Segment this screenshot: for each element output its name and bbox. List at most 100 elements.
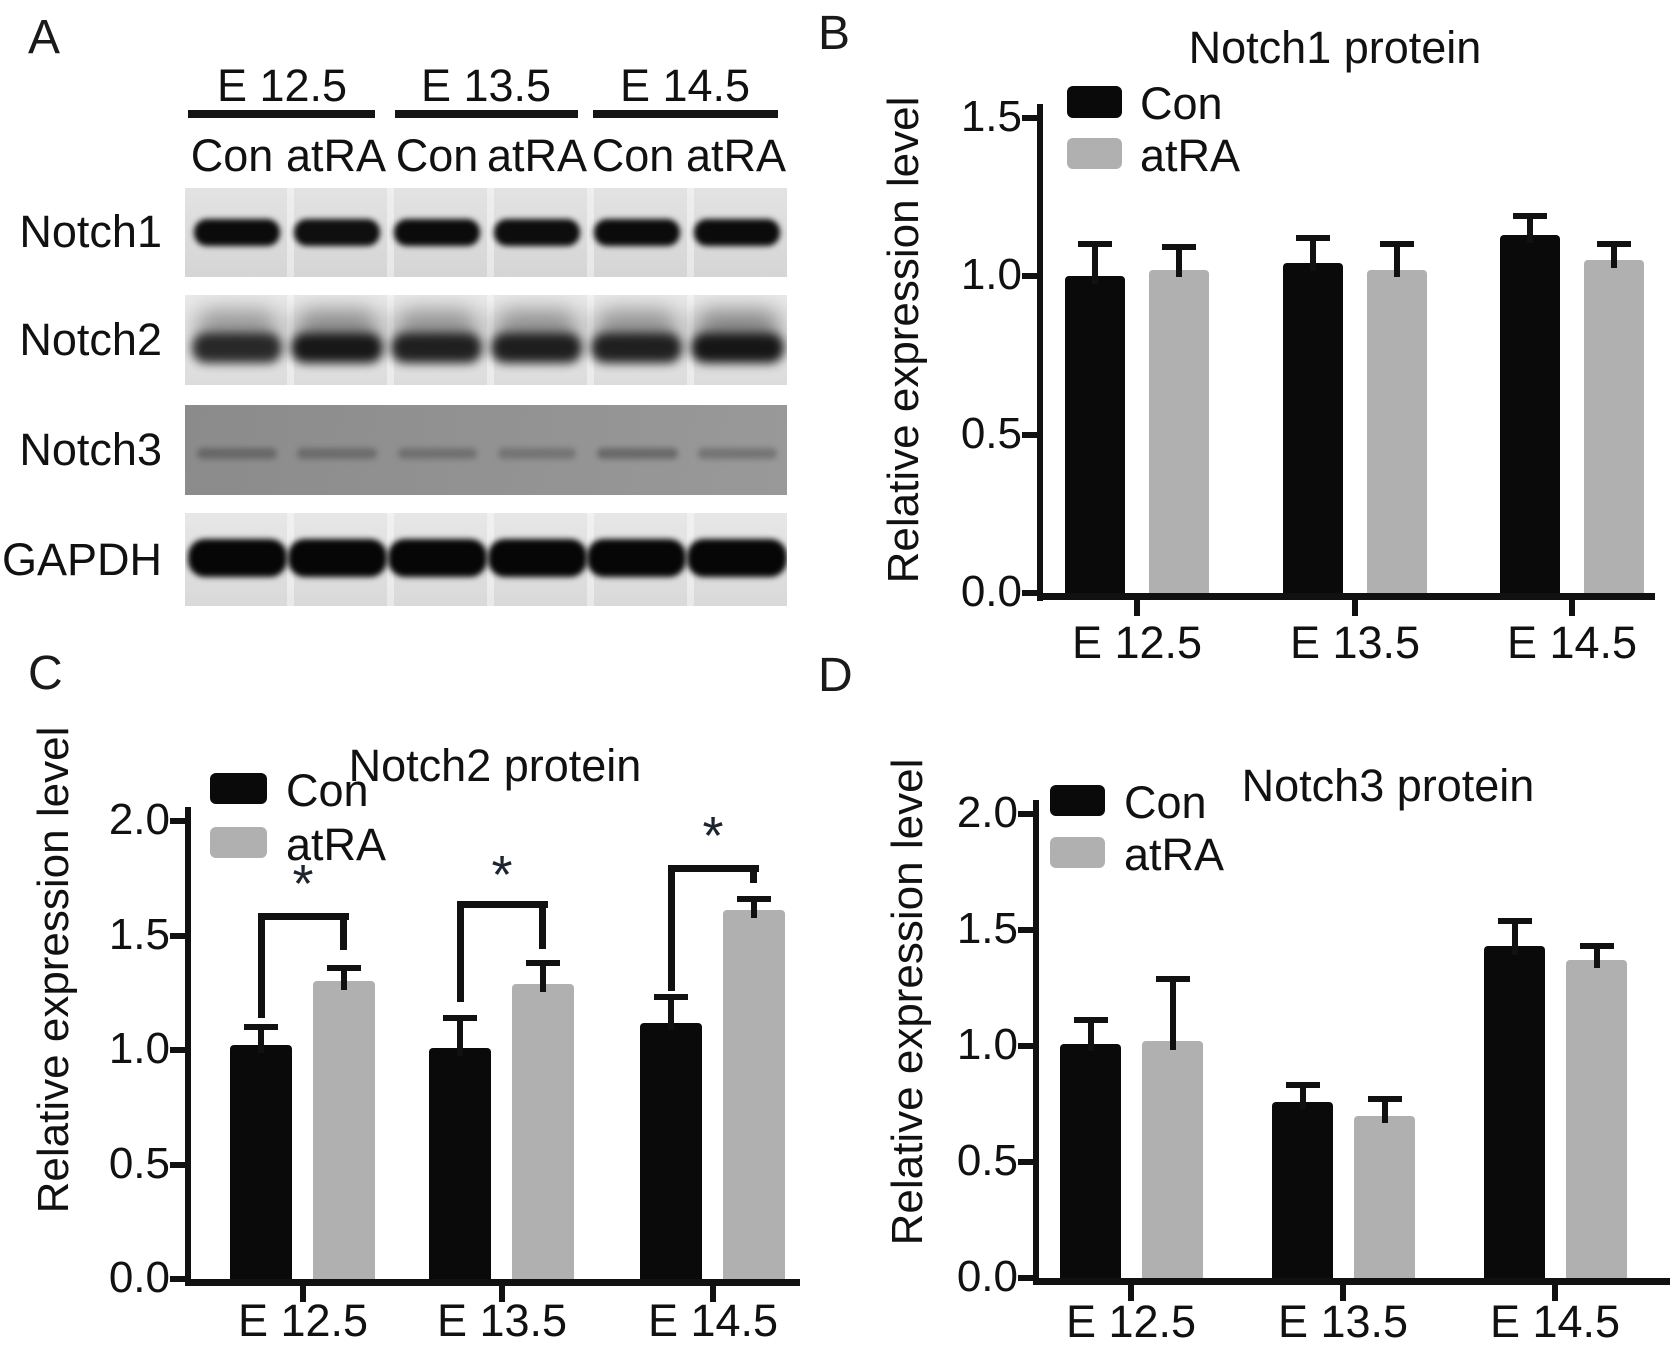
y-tick bbox=[170, 933, 185, 939]
legend-label-atra: atRA bbox=[1124, 829, 1225, 880]
error-bar-stem bbox=[1176, 247, 1182, 277]
panel-c-letter: C bbox=[28, 647, 63, 700]
x-tick bbox=[1128, 1285, 1134, 1301]
y-tick-label: 1.0 bbox=[960, 250, 1022, 299]
group-underline bbox=[593, 110, 778, 118]
y-tick-label: 0.5 bbox=[956, 1136, 1018, 1185]
chart-title: Notch2 protein bbox=[348, 740, 642, 791]
plot-area-d: 0.0 0.5 1.0 1.5 2.0 E 12.5 E 13.5 E 14.5 bbox=[810, 640, 1678, 1354]
x-tick bbox=[1569, 600, 1575, 616]
sig-bracket-top bbox=[258, 913, 349, 920]
blot-band bbox=[398, 448, 477, 459]
y-tick-label: 2.0 bbox=[108, 795, 170, 844]
blot-row-label-gapdh: GAPDH bbox=[1, 534, 162, 585]
y-tick bbox=[1022, 432, 1037, 438]
x-axis bbox=[1033, 1278, 1670, 1285]
error-bar-stem bbox=[1512, 921, 1518, 955]
sig-bracket-right bbox=[750, 865, 757, 883]
error-bar-cap bbox=[1296, 235, 1330, 241]
blot-band bbox=[194, 219, 280, 246]
blot-band bbox=[288, 539, 387, 577]
x-axis bbox=[1037, 593, 1655, 600]
legend-label-atra: atRA bbox=[1140, 130, 1241, 181]
error-bar-cap bbox=[1286, 1082, 1320, 1088]
y-tick bbox=[1022, 590, 1037, 596]
legend-swatch-con bbox=[1067, 86, 1122, 118]
blot-band bbox=[297, 448, 377, 459]
x-tick bbox=[1134, 600, 1140, 616]
group-label-e145: E 14.5 bbox=[619, 60, 751, 111]
blot-band bbox=[498, 448, 576, 459]
y-tick-label: 1.5 bbox=[108, 910, 170, 959]
x-category-label: E 14.5 bbox=[1506, 617, 1638, 668]
error-bar-stem bbox=[1611, 244, 1617, 268]
error-bar-stem bbox=[751, 899, 757, 918]
chart-title: Notch3 protein bbox=[1241, 760, 1535, 811]
lane-separator bbox=[687, 188, 694, 277]
panel-d-letter: D bbox=[818, 649, 853, 702]
sig-bracket-right bbox=[340, 913, 347, 950]
error-bar-cap bbox=[1597, 241, 1631, 247]
y-tick bbox=[170, 1276, 185, 1282]
error-bar-cap bbox=[1074, 1017, 1108, 1023]
lane-label: atRA bbox=[486, 130, 588, 181]
error-bar-stem bbox=[1394, 244, 1400, 277]
error-bar-stem bbox=[258, 1027, 264, 1053]
lane-label: atRA bbox=[685, 130, 787, 181]
y-tick-label: 1.5 bbox=[960, 92, 1022, 141]
error-bar-cap bbox=[1162, 244, 1196, 250]
blot-band bbox=[491, 333, 582, 363]
blot-row-label-notch3: Notch3 bbox=[19, 424, 162, 475]
x-tick bbox=[499, 1286, 505, 1302]
y-axis bbox=[1033, 800, 1039, 1285]
error-bar-cap bbox=[1380, 241, 1414, 247]
y-tick bbox=[1022, 273, 1037, 279]
lane-separator bbox=[587, 188, 594, 277]
x-tick bbox=[1352, 600, 1358, 616]
sig-bracket-top bbox=[668, 865, 759, 872]
y-tick-label: 2.0 bbox=[956, 788, 1018, 837]
lane-separator bbox=[487, 188, 494, 277]
blot-band bbox=[197, 448, 277, 459]
y-tick-label: 0.0 bbox=[108, 1253, 170, 1302]
y-tick-label: 0.0 bbox=[956, 1252, 1018, 1301]
blot-band bbox=[687, 539, 787, 577]
bar-atra-2 bbox=[1584, 260, 1644, 593]
sig-asterisk: * bbox=[292, 854, 314, 914]
lane-label: Con bbox=[395, 130, 479, 181]
error-bar-cap bbox=[1513, 213, 1547, 219]
error-bar-stem bbox=[1527, 216, 1533, 243]
blot-image bbox=[0, 0, 810, 640]
blot-band bbox=[294, 219, 380, 246]
y-tick bbox=[170, 1162, 185, 1168]
blot-strip-notch2 bbox=[185, 295, 787, 385]
lane-separator bbox=[287, 188, 294, 277]
error-bar-stem bbox=[1382, 1099, 1388, 1123]
error-bar-stem bbox=[1088, 1020, 1094, 1051]
blot-band bbox=[691, 333, 784, 363]
blot-row-label-notch2: Notch2 bbox=[19, 314, 162, 365]
bar-con-2 bbox=[1484, 946, 1545, 1278]
x-tick bbox=[1340, 1285, 1346, 1301]
x-tick bbox=[710, 1286, 716, 1302]
blot-band bbox=[591, 333, 682, 363]
y-tick-label: 1.5 bbox=[956, 904, 1018, 953]
blot-band bbox=[188, 539, 287, 577]
blot-row-label-notch1: Notch1 bbox=[19, 206, 162, 257]
plot-area-c: 0.0 0.5 1.0 1.5 2.0 E 12.5 E 13.5 E 14.5 * * * bbox=[0, 640, 810, 1354]
y-tick bbox=[1018, 927, 1033, 933]
error-bar-stem bbox=[1092, 244, 1098, 284]
group-underline bbox=[395, 110, 578, 118]
y-tick-label: 1.0 bbox=[956, 1020, 1018, 1069]
x-category-label: E 13.5 bbox=[436, 1295, 568, 1346]
group-label-e125: E 12.5 bbox=[216, 60, 348, 111]
y-tick bbox=[1018, 811, 1033, 817]
lane-separator bbox=[387, 295, 394, 385]
lane-separator bbox=[687, 295, 694, 385]
legend-swatch-atra bbox=[210, 827, 267, 858]
x-category-label: E 14.5 bbox=[647, 1295, 779, 1346]
sig-asterisk: * bbox=[491, 845, 513, 905]
lane-separator bbox=[587, 295, 594, 385]
error-bar-cap bbox=[1498, 918, 1532, 924]
